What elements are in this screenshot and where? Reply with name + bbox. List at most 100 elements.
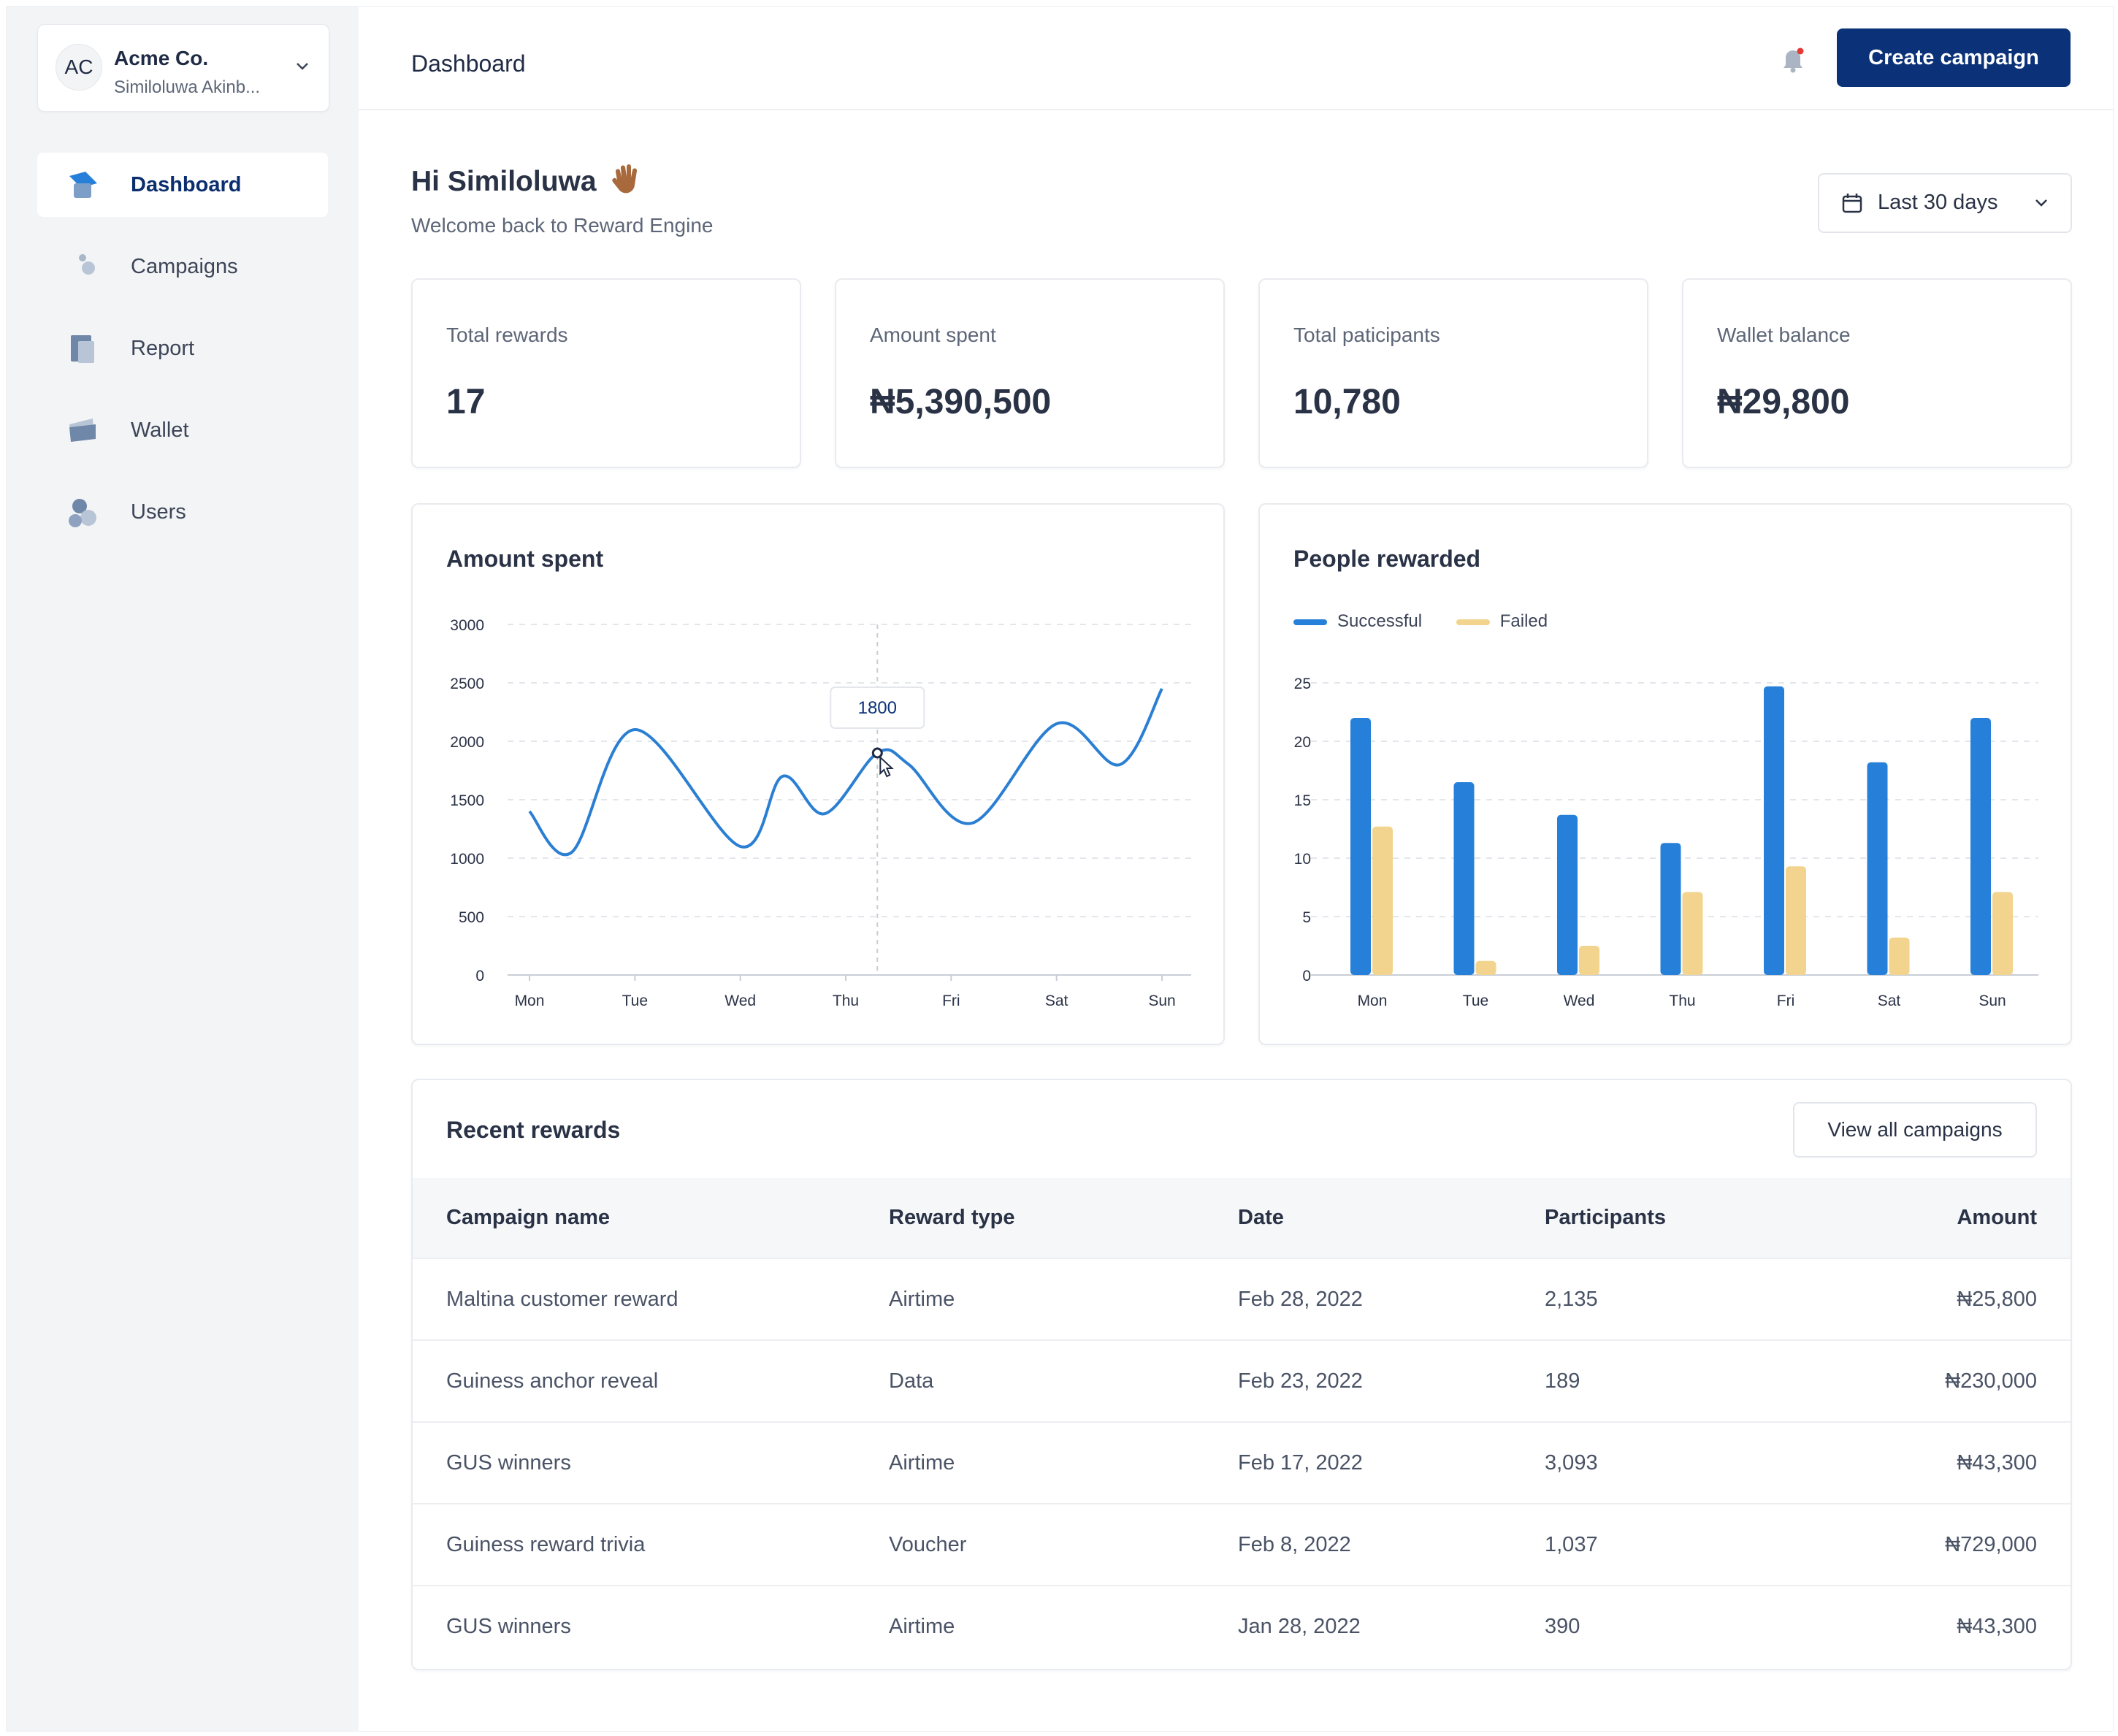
org-name: Acme Co. <box>114 47 209 69</box>
cell-date: Feb 17, 2022 <box>1238 1450 1363 1475</box>
hover-point <box>871 747 883 759</box>
bar-failed <box>1889 937 1910 975</box>
stat-value: ₦5,390,500 <box>870 383 1052 421</box>
cell-campaign-name: GUS winners <box>446 1450 571 1475</box>
page-title: Dashboard <box>411 50 526 77</box>
notification-bell-icon[interactable] <box>1777 43 1809 75</box>
stat-card-amount-spent: Amount spent ₦5,390,500 <box>835 278 1225 468</box>
y-tick-label: 500 <box>459 909 484 926</box>
cell-amount: ₦25,800 <box>1957 1287 2037 1311</box>
column-header[interactable]: Reward type <box>889 1206 1015 1229</box>
bar-failed <box>1786 866 1806 975</box>
waving-hand-icon <box>612 164 638 194</box>
table-row[interactable]: Guiness reward trivia Voucher Feb 8, 202… <box>413 1504 2071 1586</box>
create-campaign-button[interactable]: Create campaign <box>1837 28 2071 87</box>
stat-card-total-rewards: Total rewards 17 <box>411 278 801 468</box>
column-header[interactable]: Campaign name <box>446 1206 610 1229</box>
bar-failed <box>1992 892 2013 975</box>
x-tick-label: Sun <box>1979 993 2006 1009</box>
sidebar-item-wallet[interactable]: Wallet <box>37 398 328 462</box>
sidebar-item-dashboard[interactable]: Dashboard <box>37 153 328 217</box>
sidebar-item-label: Report <box>131 337 195 360</box>
legend-label: Successful <box>1337 611 1423 631</box>
view-all-campaigns-button[interactable]: View all campaigns <box>1793 1102 2037 1158</box>
x-tick-label: Sat <box>1045 993 1068 1009</box>
cell-reward-type: Airtime <box>889 1450 955 1475</box>
column-header[interactable]: Date <box>1238 1206 1284 1229</box>
greeting-subtitle: Welcome back to Reward Engine <box>411 214 714 237</box>
org-switcher[interactable]: AC Acme Co. Similoluwa Akinb... <box>37 24 329 112</box>
sidebar-item-label: Wallet <box>131 418 189 442</box>
stat-value: ₦29,800 <box>1717 383 1850 421</box>
x-tick-label: Tue <box>622 993 648 1009</box>
tooltip-box <box>830 687 925 729</box>
bar-successful <box>1453 782 1475 975</box>
bar-successful <box>1557 814 1578 975</box>
recent-rewards-table: Campaign name Reward type Date Participa… <box>413 1178 2071 1667</box>
tooltip-value: 1800 <box>858 698 897 718</box>
legend-label: Failed <box>1499 611 1548 631</box>
legend-swatch <box>1293 619 1327 625</box>
wallet-icon <box>69 418 96 442</box>
x-tick-label: Tue <box>1463 993 1488 1009</box>
cell-reward-type: Airtime <box>889 1615 955 1638</box>
column-header[interactable]: Amount <box>1957 1206 2037 1229</box>
people-rewarded-bar-chart[interactable]: 0 5 10 15 20 25 Mon Tue Wed Thu Fri Sat Sun <box>1260 505 2071 1044</box>
cell-reward-type: Airtime <box>889 1287 955 1311</box>
sidebar-item-label: Dashboard <box>131 173 242 196</box>
table-row[interactable]: GUS winners Airtime Feb 17, 2022 3,093 ₦… <box>413 1422 2071 1504</box>
x-tick-label: Sun <box>1148 993 1175 1009</box>
date-range-dropdown[interactable]: Last 30 days <box>1818 173 2072 233</box>
x-tick-label: Wed <box>725 993 756 1009</box>
bar-failed <box>1475 960 1496 975</box>
notification-dot <box>1797 47 1804 55</box>
sidebar-item-campaigns[interactable]: Campaigns <box>37 234 328 299</box>
sidebar-nav: Dashboard Campaigns Report <box>37 153 328 562</box>
cell-campaign-name: Guiness anchor reveal <box>446 1369 659 1393</box>
sidebar-item-report[interactable]: Report <box>37 316 328 381</box>
y-tick-label: 2500 <box>450 676 484 692</box>
table-row[interactable]: Maltina customer reward Airtime Feb 28, … <box>413 1258 2071 1340</box>
sidebar-item-label: Users <box>131 500 186 524</box>
legend-swatch <box>1456 619 1490 625</box>
bar-successful <box>1350 718 1371 975</box>
y-tick-label: 25 <box>1294 676 1311 692</box>
cell-campaign-name: Guiness reward trivia <box>446 1532 646 1556</box>
x-tick-label: Mon <box>515 993 545 1009</box>
y-tick-label: 10 <box>1294 851 1311 868</box>
table-row[interactable]: GUS winners Airtime Jan 28, 2022 390 ₦43… <box>413 1586 2071 1667</box>
cell-participants: 1,037 <box>1545 1532 1598 1556</box>
y-tick-label: 15 <box>1294 792 1311 809</box>
stat-label: Total paticipants <box>1293 324 1440 346</box>
cell-participants: 189 <box>1545 1369 1580 1393</box>
column-header[interactable]: Participants <box>1545 1206 1666 1229</box>
calendar-icon <box>1842 194 1862 213</box>
users-icon <box>69 499 96 527</box>
cell-campaign-name: Maltina customer reward <box>446 1287 678 1311</box>
y-tick-label: 1000 <box>450 851 484 868</box>
stat-label: Wallet balance <box>1717 324 1851 346</box>
stat-value: 17 <box>446 383 486 421</box>
org-avatar: AC <box>56 44 102 91</box>
date-range-value: Last 30 days <box>1878 191 1998 214</box>
report-icon <box>71 335 94 363</box>
sidebar: AC Acme Co. Similoluwa Akinb... Dashboar… <box>7 7 359 1731</box>
x-tick-label: Fri <box>1777 993 1795 1009</box>
cell-reward-type: Data <box>889 1369 934 1393</box>
cell-reward-type: Voucher <box>889 1532 967 1556</box>
cell-date: Feb 8, 2022 <box>1238 1532 1351 1556</box>
cell-amount: ₦43,300 <box>1957 1450 2037 1475</box>
bar-failed <box>1579 946 1599 975</box>
x-tick-label: Fri <box>942 993 960 1009</box>
recent-rewards-card: Recent rewards View all campaigns Campai… <box>411 1079 2072 1670</box>
cell-campaign-name: GUS winners <box>446 1615 571 1638</box>
table-header-row: Campaign name Reward type Date Participa… <box>413 1178 2071 1258</box>
app-window: AC Acme Co. Similoluwa Akinb... Dashboar… <box>6 6 2114 1732</box>
amount-spent-line-chart[interactable]: 0 500 1000 1500 2000 2500 3000 Mon Tue Wed Thu Fri S… <box>413 505 1223 1044</box>
section-title: Recent rewards <box>446 1117 621 1143</box>
sidebar-item-users[interactable]: Users <box>37 480 328 544</box>
y-tick-label: 20 <box>1294 734 1311 751</box>
table-row[interactable]: Guiness anchor reveal Data Feb 23, 2022 … <box>413 1340 2071 1422</box>
y-tick-label: 1500 <box>450 792 484 809</box>
legend-item-failed: Failed <box>1456 611 1548 632</box>
